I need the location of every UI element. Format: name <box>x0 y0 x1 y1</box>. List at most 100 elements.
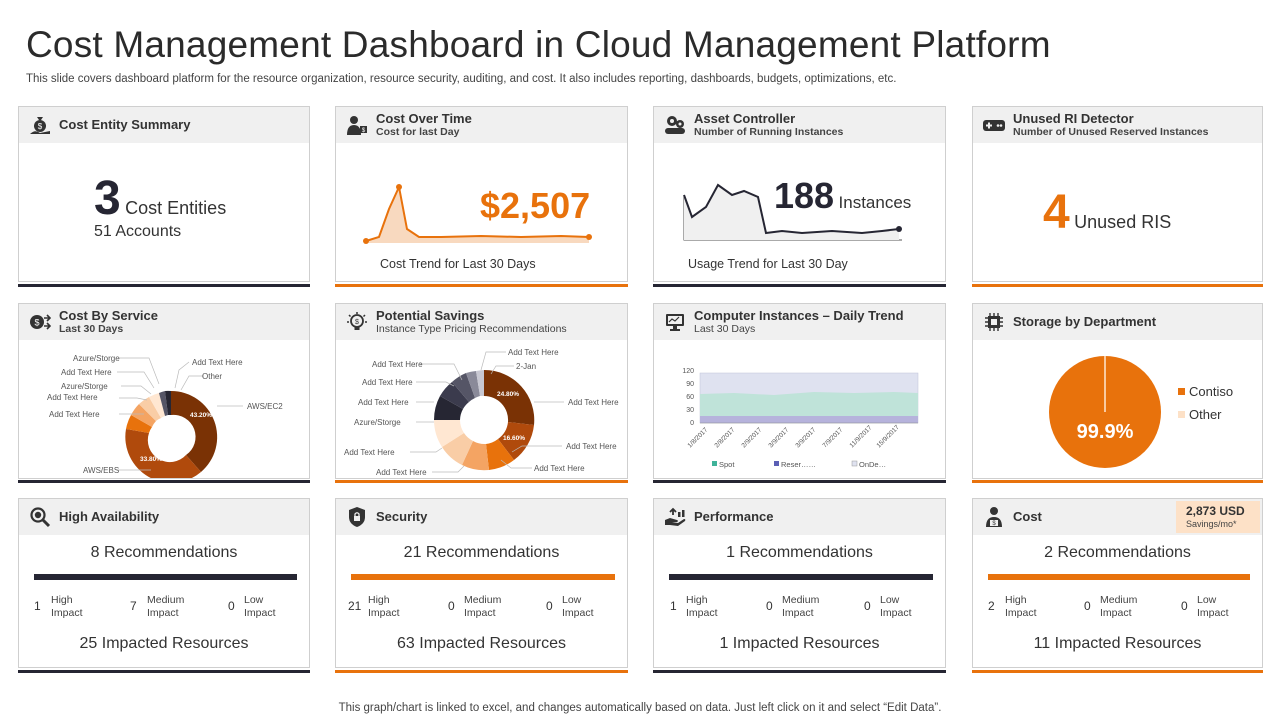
recommendations-bar <box>988 574 1250 580</box>
pie-label: Add Text Here <box>566 442 617 451</box>
high-impact-label: High Impact <box>686 594 718 619</box>
asset-controller-card: Asset Controller Number of Running Insta… <box>653 106 946 282</box>
high-impact-count: 1 <box>34 599 41 613</box>
card-underline <box>653 284 946 287</box>
card-title: Unused RI Detector <box>1013 110 1134 126</box>
high-impact-count: 21 <box>348 599 362 613</box>
unused-ri-card: Unused RI Detector Number of Unused Rese… <box>972 106 1263 282</box>
slice-label: 33.80% <box>140 456 162 463</box>
high-impact-label: High Impact <box>368 594 400 619</box>
savings-label: Savings/mo* <box>1186 519 1237 529</box>
card-subtitle: Instance Type Pricing Recommendations <box>376 322 567 335</box>
high-impact-label: High Impact <box>51 594 83 619</box>
pie-label: Azure/Storge <box>73 354 120 363</box>
card-underline <box>972 284 1263 287</box>
chip-icon <box>981 309 1007 335</box>
performance-card: Performance 1 Recommendations 1 High Impa… <box>653 498 946 668</box>
pie-label: Other <box>202 372 222 381</box>
card-title: Cost Entity Summary <box>59 116 191 132</box>
card-title: Potential Savings <box>376 307 485 323</box>
pie-label: Add Text Here <box>61 368 112 377</box>
pie-label: Azure/Storge <box>61 382 108 391</box>
cost-trend-sparkline <box>363 183 592 244</box>
pie-label: 2-Jan <box>516 362 536 371</box>
savings-value: 2,873 USD <box>1186 504 1245 518</box>
pie-label: AWS/EC2 <box>247 402 283 411</box>
svg-text:$: $ <box>38 122 43 131</box>
pie-label: Add Text Here <box>568 398 619 407</box>
legend-swatch <box>1178 388 1185 395</box>
card-title: Performance <box>694 508 774 524</box>
card-header: $ Cost Over Time Cost for last Day <box>336 107 627 143</box>
user-cost-icon: $ <box>981 504 1007 530</box>
slice-label: 16.60% <box>503 435 525 442</box>
potential-savings-donut: 24.80% 16.60% Add Text Here Add Text Her… <box>344 348 619 477</box>
card-title: Asset Controller <box>694 110 796 126</box>
shield-lock-icon <box>344 504 370 530</box>
pie-label: Add Text Here <box>49 410 100 419</box>
lightbulb-gear-icon: $ <box>344 309 370 335</box>
pie-label: Add Text Here <box>358 398 409 407</box>
card-header: $ Cost By Service Last 30 Days <box>19 304 309 340</box>
page-title: Cost Management Dashboard in Cloud Manag… <box>26 24 1051 65</box>
card-header: $ Cost Entity Summary <box>19 107 309 143</box>
card-subtitle: Number of Unused Reserved Instances <box>1013 125 1209 138</box>
recommendations-bar <box>669 574 933 580</box>
legend-item: Other <box>1178 407 1233 422</box>
money-flow-icon: $ <box>27 309 53 335</box>
card-underline <box>653 670 946 673</box>
cost-card: $ Cost 2,873 USD Savings/mo* 2 Recommend… <box>972 498 1263 668</box>
legend-item: OnDe… <box>859 460 886 469</box>
slice-label: 24.80% <box>497 391 519 398</box>
x-tick: 3/9/2017 <box>767 426 790 449</box>
x-tick: 11/9/2017 <box>848 424 873 449</box>
card-title: Cost By Service <box>59 307 158 323</box>
cost-value: $2,507 <box>480 185 591 226</box>
storage-card: Storage by Department 99.9% Contiso Othe… <box>972 303 1263 479</box>
card-underline <box>18 670 310 673</box>
slice-label: 43.20% <box>190 412 212 419</box>
x-tick: 1/8/2017 <box>686 426 709 449</box>
card-underline <box>972 670 1263 673</box>
magnifier-icon <box>27 504 53 530</box>
x-tick: 7/9/2017 <box>821 426 844 449</box>
unused-ri-count: 4 Unused RIS <box>1043 186 1172 239</box>
y-tick: 0 <box>690 420 694 427</box>
cost-over-time-card: $ Cost Over Time Cost for last Day $2,50… <box>335 106 628 282</box>
legend-item: Reser…… <box>781 460 816 469</box>
impact-row: 2 High Impact 0 Medium Impact 0 Low Impact <box>985 594 1250 622</box>
potential-savings-card: $ Potential Savings Instance Type Pricin… <box>335 303 628 479</box>
card-subtitle: Last 30 Days <box>59 322 124 335</box>
recommendations-bar <box>351 574 615 580</box>
card-title: Computer Instances – Daily Trend <box>694 307 904 323</box>
pie-label: Add Text Here <box>344 448 395 457</box>
card-subtitle: Number of Running Instances <box>694 125 844 138</box>
impact-row: 1 High Impact 0 Medium Impact 0 Low Impact <box>666 594 933 622</box>
cost-trend-caption: Cost Trend for Last 30 Days <box>380 257 536 271</box>
low-impact-count: 0 <box>1181 599 1188 613</box>
impacted-resources: 1 Impacted Resources <box>719 635 880 652</box>
card-underline <box>972 480 1263 483</box>
gamepad-icon <box>981 112 1007 138</box>
high-impact-count: 1 <box>670 599 677 613</box>
recommendations-count: 1 Recommendations <box>726 544 873 561</box>
pie-label: AWS/EBS <box>83 466 119 475</box>
low-impact-label: Low Impact <box>880 594 912 619</box>
pie-label: Add Text Here <box>192 358 243 367</box>
savings-badge: 2,873 USD Savings/mo* <box>1176 501 1260 533</box>
card-header: Computer Instances – Daily Trend Last 30… <box>654 304 945 340</box>
pie-label: Add Text Here <box>508 348 559 357</box>
daily-trend-card: Computer Instances – Daily Trend Last 30… <box>653 303 946 479</box>
x-tick: 2/9/2017 <box>740 426 763 449</box>
y-tick: 60 <box>686 394 694 401</box>
medium-impact-label: Medium Impact <box>782 594 820 619</box>
medium-impact-count: 0 <box>1084 599 1091 613</box>
pie-label: Add Text Here <box>47 393 98 402</box>
card-header: High Availability <box>19 499 309 535</box>
pie-label: Add Text Here <box>376 468 427 477</box>
medium-impact-count: 7 <box>130 599 137 613</box>
impacted-resources: 11 Impacted Resources <box>1033 635 1202 652</box>
card-underline <box>18 284 310 287</box>
medium-impact-label: Medium Impact <box>464 594 502 619</box>
pie-label: Azure/Storge <box>354 418 401 427</box>
